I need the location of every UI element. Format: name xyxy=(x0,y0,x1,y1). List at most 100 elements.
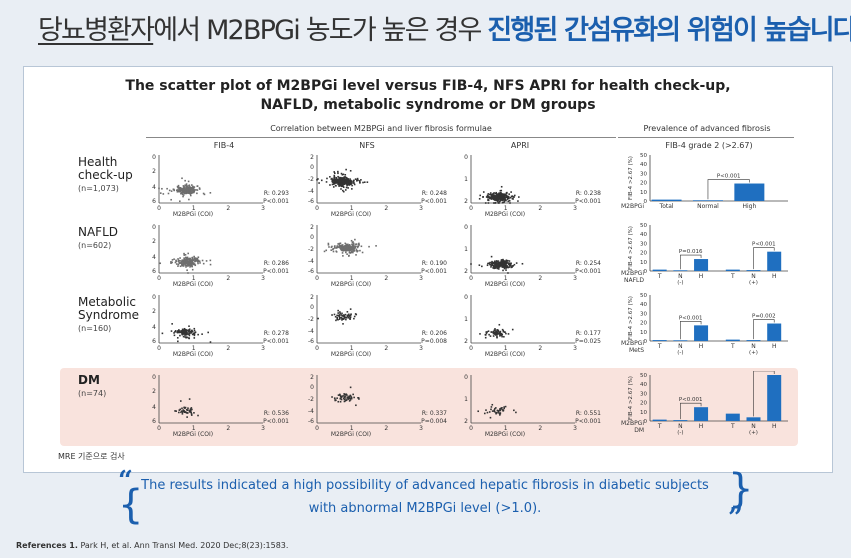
bar-dm-prevalence: 0 10 20 30 40 50 FIB-4 >2.67 (%) T N H T N H (-) (+) M2… xyxy=(621,371,788,436)
x-tick-label: 3 xyxy=(419,425,423,432)
scatter-point xyxy=(340,179,342,181)
x-tick-label: 0 xyxy=(315,205,319,212)
scatter-point xyxy=(493,331,496,334)
scatter-point xyxy=(181,411,184,413)
scatter-point xyxy=(338,177,341,179)
group-n: (n=1,073) xyxy=(78,184,119,193)
scatter-point xyxy=(192,263,195,266)
scatter-point xyxy=(345,399,348,402)
scatter-point xyxy=(182,410,185,413)
figure-panel: The scatter plot of M2BPGi level versus … xyxy=(23,66,833,473)
category-label: H xyxy=(772,273,777,280)
scatter-point xyxy=(190,329,193,332)
bar xyxy=(734,183,765,201)
scatter-point xyxy=(342,255,344,257)
scatter-point xyxy=(366,181,369,183)
scatter-point xyxy=(184,253,187,256)
scatter-point xyxy=(502,330,505,333)
scatter-point xyxy=(506,198,509,200)
heading-emphasis: 진행된 간섬유화의 위험이 높습니다. xyxy=(487,15,851,46)
y-tick-label: -2 xyxy=(308,246,314,253)
scatter-point xyxy=(176,190,179,193)
scatter-point xyxy=(183,191,186,193)
scatter-point xyxy=(177,340,179,343)
scatter-point xyxy=(186,186,189,189)
quote-line2: with abnormal M2BPGi level (>1.0). xyxy=(308,501,542,516)
scatter-point xyxy=(335,176,338,179)
y-tick-label: 30 xyxy=(640,241,647,247)
scatter-point xyxy=(337,309,339,312)
scatter-point xyxy=(184,407,186,409)
scatter-point xyxy=(176,331,179,334)
prevalence-header-rule xyxy=(618,137,794,138)
scatter-point xyxy=(188,411,191,413)
category-label: High xyxy=(742,203,756,210)
y-tick-label: 0 xyxy=(464,374,468,381)
scatter-point xyxy=(351,251,354,253)
scatter-point xyxy=(340,314,343,316)
scatter-point xyxy=(352,180,354,183)
scatter-point xyxy=(183,330,186,333)
scatter-point xyxy=(490,266,492,268)
scatter-point xyxy=(198,187,201,189)
y-tick-label: 0 xyxy=(310,384,314,391)
scatter-point xyxy=(502,329,505,332)
scatter-point xyxy=(340,316,342,319)
scatter-point xyxy=(511,197,514,200)
scatter-point xyxy=(355,249,358,252)
scatter-point xyxy=(490,406,493,408)
scatter-point xyxy=(337,175,339,178)
scatter-point xyxy=(168,189,171,192)
x-tick-label: 1 xyxy=(350,275,354,282)
scatter-point xyxy=(181,264,183,266)
scatter-point xyxy=(341,173,344,176)
x-tick-label: 0 xyxy=(469,205,473,212)
scatter-point xyxy=(493,199,496,201)
scatter-point xyxy=(345,177,348,179)
scatter-point xyxy=(351,188,353,190)
scatter-point xyxy=(513,194,516,197)
scatter-point xyxy=(186,187,189,190)
scatter-point xyxy=(187,258,189,261)
scatter-point xyxy=(503,265,506,268)
scatter-point xyxy=(511,266,513,268)
scatter-point xyxy=(173,334,176,337)
scatter-point xyxy=(495,412,497,415)
y-tick-label: 50 xyxy=(640,153,647,159)
scatter-point xyxy=(477,410,480,413)
scatter-point xyxy=(349,182,352,184)
scatter-point xyxy=(501,199,504,202)
scatter-point xyxy=(186,256,189,259)
scatter-point xyxy=(345,393,348,396)
scatter-point xyxy=(347,187,349,189)
scatter-point xyxy=(341,184,344,187)
scatter-point xyxy=(193,329,196,332)
scatter-point xyxy=(323,250,326,253)
scatter-point xyxy=(348,395,350,398)
scatter-point xyxy=(174,410,176,412)
y-tick-label: 0 xyxy=(644,199,648,205)
scatter-point xyxy=(183,257,185,259)
scatter-point xyxy=(360,245,363,248)
scatter-point xyxy=(185,184,188,186)
y-tick-label: 2 xyxy=(310,374,314,381)
scatter-point xyxy=(503,193,505,195)
scatter-point xyxy=(188,337,191,340)
row-label: NAFLD xyxy=(624,277,644,284)
scatter-point xyxy=(173,332,175,334)
scatter-point xyxy=(181,413,184,415)
row-label: M2BPGi xyxy=(621,203,644,210)
bar xyxy=(767,251,782,271)
scatter-point xyxy=(195,259,198,262)
scatter-point xyxy=(209,192,212,194)
scatter-point xyxy=(330,246,333,249)
scatter-point xyxy=(498,268,500,270)
scatter-point xyxy=(504,264,506,266)
scatter-point xyxy=(341,314,344,317)
scatter-point xyxy=(503,201,505,204)
scatter-point xyxy=(499,264,501,267)
scatter-point xyxy=(341,244,344,246)
scatter-point xyxy=(349,314,352,316)
left-brace-icon: { xyxy=(118,482,144,528)
scatter-point xyxy=(508,266,511,268)
